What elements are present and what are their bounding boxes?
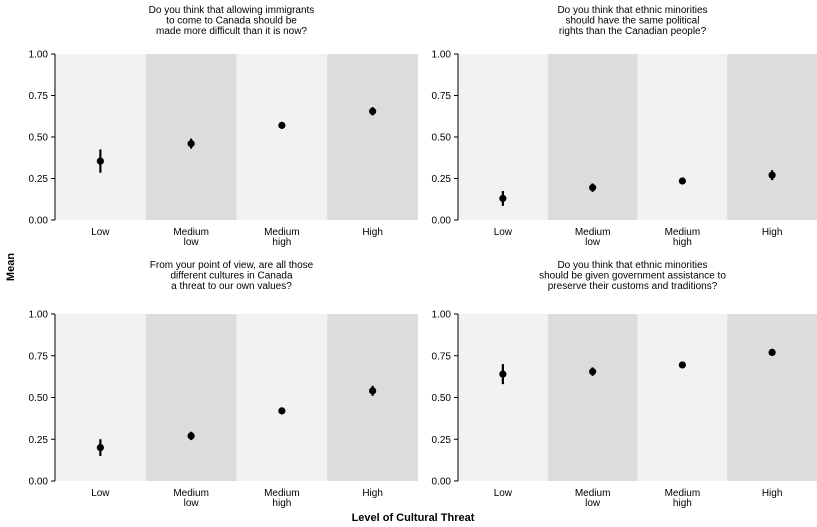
category-band xyxy=(637,314,728,481)
category-band xyxy=(458,314,548,481)
x-category-label: Medium xyxy=(173,227,209,238)
y-tick-label: 0.75 xyxy=(29,91,49,102)
data-point xyxy=(589,184,597,192)
category-band xyxy=(547,314,638,481)
x-category-label: High xyxy=(362,488,383,499)
y-tick-label: 0.50 xyxy=(432,393,452,404)
panel-title: Do you think that allowing immigrants xyxy=(149,5,315,16)
data-point xyxy=(678,177,686,185)
y-tick-label: 1.00 xyxy=(432,310,452,321)
data-point xyxy=(187,432,195,440)
y-tick-label: 0.25 xyxy=(432,435,452,446)
data-point xyxy=(768,348,776,357)
panel-title: should be given government assistance to xyxy=(539,271,726,282)
x-category-label: low xyxy=(585,237,601,248)
y-tick-label: 0.25 xyxy=(29,435,49,446)
x-category-label: High xyxy=(762,488,783,499)
panel-title: to come to Canada should be xyxy=(166,16,297,27)
panel-title: Do you think that ethnic minorities xyxy=(557,260,707,271)
panel-title: a threat to our own values? xyxy=(171,281,292,292)
category-band xyxy=(637,54,728,220)
data-point xyxy=(678,361,686,369)
data-point xyxy=(96,444,104,452)
data-point xyxy=(499,194,507,203)
panel-title: different cultures in Canada xyxy=(170,271,293,282)
x-category-label: Medium xyxy=(665,227,701,238)
x-category-label: Medium xyxy=(264,488,300,499)
data-point xyxy=(278,121,286,129)
panel-title: Do you think that ethnic minorities xyxy=(557,5,707,16)
x-axis-title: Level of Cultural Threat xyxy=(352,512,475,524)
x-category-label: high xyxy=(673,237,692,248)
x-category-label: Medium xyxy=(665,488,701,499)
panel-title: made more difficult than it is now? xyxy=(156,26,307,37)
x-category-label: High xyxy=(362,227,383,238)
x-category-label: low xyxy=(184,237,200,248)
y-tick-label: 0.00 xyxy=(29,477,49,488)
data-point xyxy=(369,387,377,395)
data-point xyxy=(278,407,286,415)
data-point xyxy=(187,140,195,148)
x-category-label: high xyxy=(673,498,692,509)
y-tick-label: 0.25 xyxy=(432,174,452,185)
panel-title: preserve their customs and traditions? xyxy=(548,281,718,292)
x-category-label: Low xyxy=(494,488,513,499)
y-tick-label: 0.25 xyxy=(29,174,49,185)
data-point xyxy=(768,171,776,179)
y-tick-label: 0.50 xyxy=(29,393,49,404)
y-tick-label: 0.75 xyxy=(29,351,49,362)
category-band xyxy=(727,314,817,481)
y-tick-label: 0.00 xyxy=(432,216,452,227)
panel-title: rights than the Canadian people? xyxy=(559,26,707,37)
category-band xyxy=(547,54,638,220)
x-category-label: Low xyxy=(494,227,513,238)
x-category-label: high xyxy=(272,237,291,248)
x-category-label: Low xyxy=(91,488,110,499)
y-tick-label: 0.75 xyxy=(432,91,452,102)
y-tick-label: 0.50 xyxy=(432,133,452,144)
panel-title: should have the same political xyxy=(566,16,700,27)
y-tick-label: 1.00 xyxy=(29,50,49,61)
x-category-label: Medium xyxy=(575,488,611,499)
x-category-label: Medium xyxy=(264,227,300,238)
panel-title: From your point of view, are all those xyxy=(150,260,314,271)
y-axis-title: Mean xyxy=(5,253,17,281)
y-tick-label: 0.50 xyxy=(29,133,49,144)
y-tick-label: 1.00 xyxy=(432,50,452,61)
x-category-label: low xyxy=(184,498,200,509)
y-tick-label: 0.00 xyxy=(29,216,49,227)
category-band xyxy=(145,314,237,481)
y-tick-label: 0.75 xyxy=(432,351,452,362)
x-category-label: low xyxy=(585,498,601,509)
category-band xyxy=(327,54,418,220)
category-band xyxy=(236,314,328,481)
x-category-label: high xyxy=(272,498,291,509)
data-point xyxy=(369,107,377,115)
category-band xyxy=(727,54,817,220)
data-point xyxy=(96,157,104,165)
y-tick-label: 1.00 xyxy=(29,310,49,321)
data-point xyxy=(589,368,597,376)
x-category-label: High xyxy=(762,227,783,238)
x-category-label: Medium xyxy=(173,488,209,499)
x-category-label: Low xyxy=(91,227,110,238)
y-tick-label: 0.00 xyxy=(432,477,452,488)
category-band xyxy=(236,54,328,220)
category-band xyxy=(327,314,418,481)
category-band xyxy=(145,54,237,220)
data-point xyxy=(499,370,507,378)
category-band xyxy=(55,54,146,220)
x-category-label: Medium xyxy=(575,227,611,238)
